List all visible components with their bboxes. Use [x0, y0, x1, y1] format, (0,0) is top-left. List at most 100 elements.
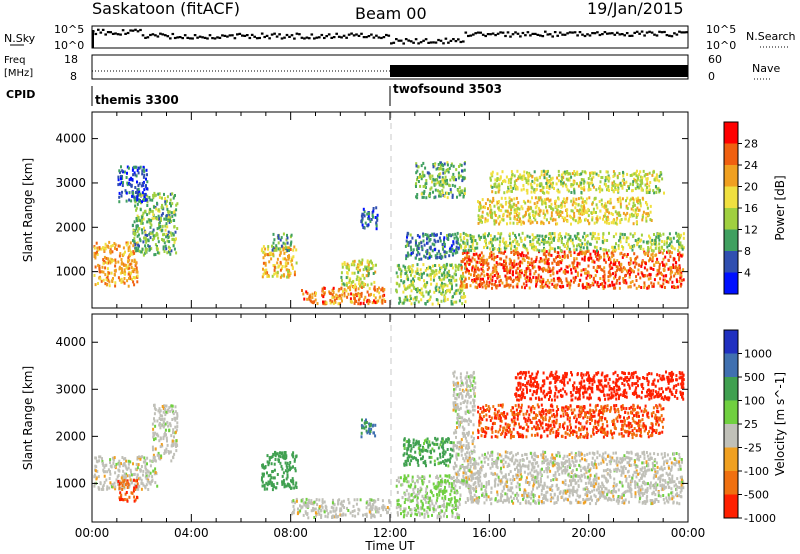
data-cell: [422, 284, 425, 288]
data-cell: [495, 269, 498, 272]
data-cell: [469, 284, 472, 288]
data-cell: [368, 287, 371, 291]
data-cell: [584, 267, 587, 271]
data-cell: [287, 482, 289, 486]
noise-point: [658, 30, 661, 33]
data-cell: [341, 262, 344, 266]
noise-point: [370, 33, 373, 36]
data-cell: [415, 253, 418, 257]
data-cell: [125, 491, 128, 494]
data-cell: [538, 214, 541, 217]
data-cell: [133, 171, 136, 175]
data-cell: [543, 258, 546, 262]
data-cell: [476, 242, 479, 246]
data-cell: [606, 215, 609, 219]
data-cell: [593, 245, 596, 249]
data-cell: [492, 196, 495, 200]
noise-point: [365, 36, 368, 39]
data-cell: [100, 270, 103, 274]
data-cell: [285, 454, 288, 458]
noise-point: [372, 36, 376, 39]
data-cell: [443, 238, 445, 242]
data-cell: [602, 235, 604, 239]
data-cell: [409, 233, 412, 237]
noise-point: [193, 34, 197, 37]
data-cell: [360, 220, 363, 223]
data-cell: [273, 485, 275, 489]
data-cell: [551, 247, 554, 251]
data-cell: [566, 240, 569, 244]
data-cell: [428, 253, 431, 257]
data-cell: [127, 462, 130, 466]
data-cell: [643, 251, 646, 255]
data-cell: [432, 163, 435, 166]
data-cell: [463, 187, 466, 191]
data-cell: [453, 272, 456, 276]
data-cell: [576, 261, 579, 265]
data-cell: [294, 467, 297, 471]
data-cell: [501, 281, 504, 285]
data-cell: [279, 250, 282, 254]
noise-point: [97, 28, 100, 31]
data-cell: [276, 261, 279, 265]
data-cell: [143, 198, 145, 201]
data-cell: [125, 475, 127, 479]
data-cell: [611, 283, 614, 287]
data-cell: [634, 187, 637, 191]
data-cell: [341, 265, 344, 269]
data-cell: [433, 196, 436, 200]
data-cell: [424, 233, 427, 236]
data-cell: [438, 286, 441, 290]
data-cell: [275, 244, 278, 248]
data-cell: [621, 185, 624, 188]
data-cell: [363, 214, 366, 218]
data-cell: [655, 273, 658, 277]
data-cell: [408, 268, 411, 272]
data-cell: [632, 183, 634, 187]
data-cell: [420, 276, 423, 279]
data-cell: [655, 235, 658, 239]
data-cell: [525, 267, 528, 271]
data-cell: [443, 271, 446, 275]
data-cell: [642, 247, 645, 251]
data-cell: [175, 251, 178, 255]
data-cell: [640, 264, 643, 268]
data-cell: [505, 201, 507, 205]
data-cell: [624, 217, 627, 221]
data-cell: [498, 182, 501, 186]
data-cell: [649, 204, 652, 208]
data-cell: [154, 459, 157, 463]
data-cell: [381, 298, 384, 302]
data-cell: [426, 252, 428, 256]
data-cell: [143, 193, 146, 197]
data-cell: [463, 241, 466, 245]
data-cell: [575, 197, 578, 201]
data-cell: [589, 232, 592, 236]
data-cell: [556, 283, 559, 287]
data-cell: [129, 252, 132, 256]
data-cell: [522, 199, 525, 203]
data-cell: [627, 219, 630, 223]
data-cell: [350, 283, 353, 287]
data-cell: [480, 262, 483, 266]
data-cell: [455, 283, 458, 287]
data-cell: [595, 217, 598, 221]
data-cell: [524, 212, 527, 216]
data-cell: [560, 205, 563, 209]
data-cell: [127, 246, 130, 250]
data-cell: [141, 200, 143, 204]
data-cell: [103, 465, 106, 469]
data-cell: [559, 277, 562, 281]
data-cell: [547, 262, 550, 266]
data-cell: [131, 491, 134, 495]
data-cell: [440, 256, 443, 260]
data-cell: [322, 300, 324, 304]
data-cell: [443, 268, 446, 272]
data-cell: [450, 282, 453, 286]
data-cell: [109, 257, 112, 261]
data-cell: [629, 258, 632, 262]
data-cell: [517, 214, 520, 218]
data-cell: [445, 251, 448, 255]
data-cell: [174, 405, 177, 409]
